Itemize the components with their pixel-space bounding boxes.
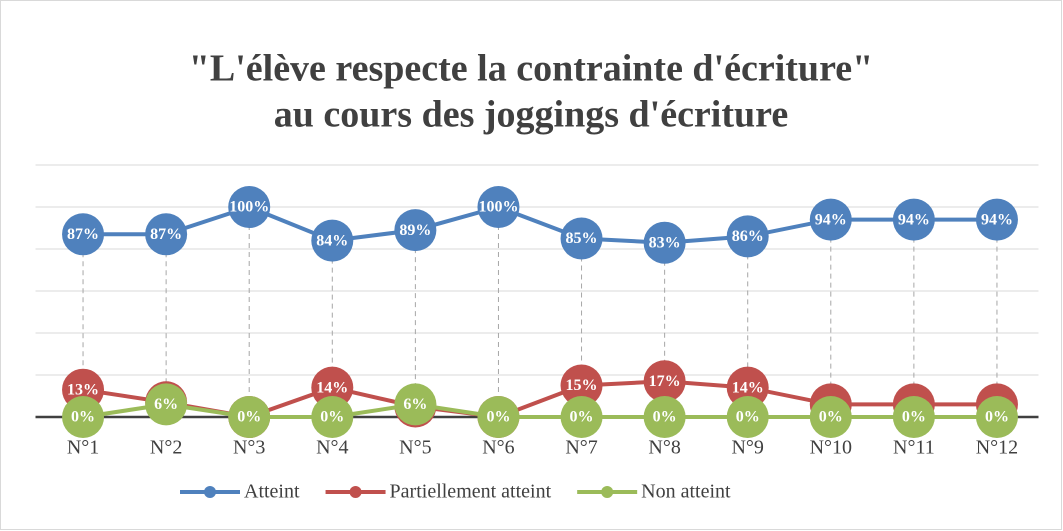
marker: [643, 221, 686, 264]
data-label: 87%: [150, 226, 182, 243]
legend-label: Partiellement atteint: [390, 481, 552, 503]
data-label: 0%: [320, 409, 344, 426]
x-tick-label: N°8: [648, 437, 680, 459]
marker: [477, 186, 520, 228]
marker: [726, 366, 769, 409]
x-tick-label: N°11: [893, 437, 935, 459]
chart-title: au cours des joggings d'écriture: [274, 94, 788, 136]
marker: [892, 198, 935, 241]
data-label: 84%: [316, 232, 348, 249]
data-label: 14%: [316, 379, 348, 396]
marker: [892, 396, 935, 438]
data-label: 6%: [403, 396, 427, 413]
legend-label: Atteint: [244, 481, 300, 503]
legend-marker: [204, 486, 216, 498]
marker: [643, 360, 686, 403]
data-label: 94%: [815, 211, 847, 228]
data-label: 15%: [566, 377, 598, 394]
marker: [560, 364, 603, 407]
chart-title: "L'élève respecte la contrainte d'écritu…: [189, 48, 873, 90]
data-label: 0%: [736, 409, 760, 426]
marker: [975, 198, 1018, 241]
data-label: 94%: [898, 211, 930, 228]
marker: [726, 396, 769, 438]
marker: [394, 209, 437, 252]
x-tick-label: N°10: [810, 437, 852, 459]
marker: [394, 383, 437, 426]
data-label: 89%: [399, 222, 431, 239]
data-label: 100%: [229, 199, 269, 216]
data-label: 0%: [819, 409, 843, 426]
marker: [726, 215, 769, 258]
marker: [311, 366, 354, 409]
data-label: 0%: [985, 409, 1009, 426]
x-tick-label: N°12: [976, 437, 1018, 459]
marker: [145, 213, 188, 256]
data-label: 6%: [154, 396, 178, 413]
data-label: 0%: [486, 409, 510, 426]
marker: [62, 396, 105, 438]
data-label: 85%: [566, 230, 598, 247]
x-tick-label: N°1: [67, 437, 99, 459]
data-label: 13%: [67, 381, 99, 398]
marker: [560, 217, 603, 260]
marker: [643, 396, 686, 438]
marker: [560, 396, 603, 438]
x-tick-label: N°5: [399, 437, 431, 459]
data-label: 86%: [732, 228, 764, 245]
data-label: 0%: [902, 409, 926, 426]
data-label: 94%: [981, 211, 1013, 228]
data-label: 87%: [67, 226, 99, 243]
marker: [311, 219, 354, 262]
x-tick-label: N°4: [316, 437, 348, 459]
marker: [809, 396, 852, 438]
data-label: 83%: [649, 234, 681, 251]
marker: [228, 186, 271, 228]
marker: [62, 213, 105, 256]
legend-marker: [349, 486, 362, 498]
x-tick-label: N°9: [731, 437, 763, 459]
x-tick-label: N°2: [150, 437, 182, 459]
data-label: 17%: [649, 373, 681, 390]
data-label: 100%: [478, 199, 518, 216]
marker: [228, 396, 271, 438]
legend-label: Non atteint: [641, 481, 731, 503]
data-label: 0%: [71, 409, 95, 426]
x-tick-label: N°3: [233, 437, 265, 459]
x-tick-label: N°6: [482, 437, 514, 459]
data-label: 14%: [732, 379, 764, 396]
marker: [477, 396, 520, 438]
marker: [311, 396, 354, 438]
data-label: 0%: [653, 409, 677, 426]
marker: [145, 383, 188, 426]
data-label: 0%: [570, 409, 594, 426]
marker: [809, 198, 852, 241]
legend-marker: [601, 486, 614, 498]
marker: [975, 396, 1018, 438]
data-label: 0%: [237, 409, 261, 426]
x-tick-label: N°7: [565, 437, 597, 459]
